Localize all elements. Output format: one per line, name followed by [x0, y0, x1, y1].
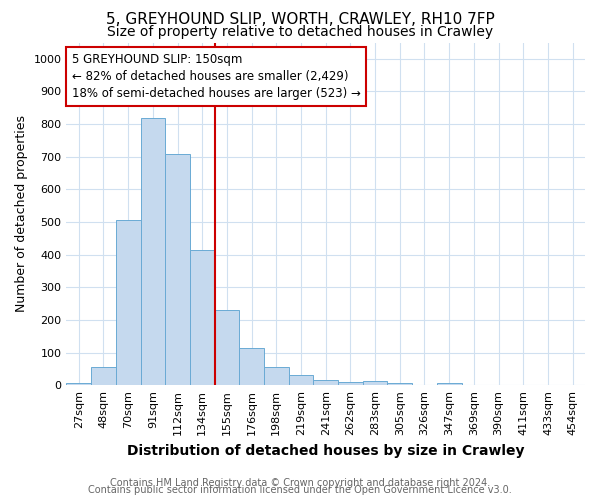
Bar [165, 154, 190, 386]
X-axis label: Distribution of detached houses by size in Crawley: Distribution of detached houses by size … [127, 444, 524, 458]
Text: Size of property relative to detached houses in Crawley: Size of property relative to detached ho… [107, 25, 493, 39]
Text: 5 GREYHOUND SLIP: 150sqm
← 82% of detached houses are smaller (2,429)
18% of sem: 5 GREYHOUND SLIP: 150sqm ← 82% of detach… [71, 53, 361, 100]
Bar [140, 118, 165, 386]
Bar [91, 366, 116, 386]
Text: Contains HM Land Registry data © Crown copyright and database right 2024.: Contains HM Land Registry data © Crown c… [110, 478, 490, 488]
Bar [363, 381, 388, 386]
Bar [67, 382, 91, 386]
Bar [190, 250, 215, 386]
Bar [338, 382, 363, 386]
Bar [239, 348, 264, 386]
Bar [388, 382, 412, 386]
Text: 5, GREYHOUND SLIP, WORTH, CRAWLEY, RH10 7FP: 5, GREYHOUND SLIP, WORTH, CRAWLEY, RH10 … [106, 12, 494, 28]
Y-axis label: Number of detached properties: Number of detached properties [15, 116, 28, 312]
Bar [215, 310, 239, 386]
Bar [437, 382, 461, 386]
Bar [289, 374, 313, 386]
Bar [264, 368, 289, 386]
Bar [313, 380, 338, 386]
Text: Contains public sector information licensed under the Open Government Licence v3: Contains public sector information licen… [88, 485, 512, 495]
Bar [116, 220, 140, 386]
